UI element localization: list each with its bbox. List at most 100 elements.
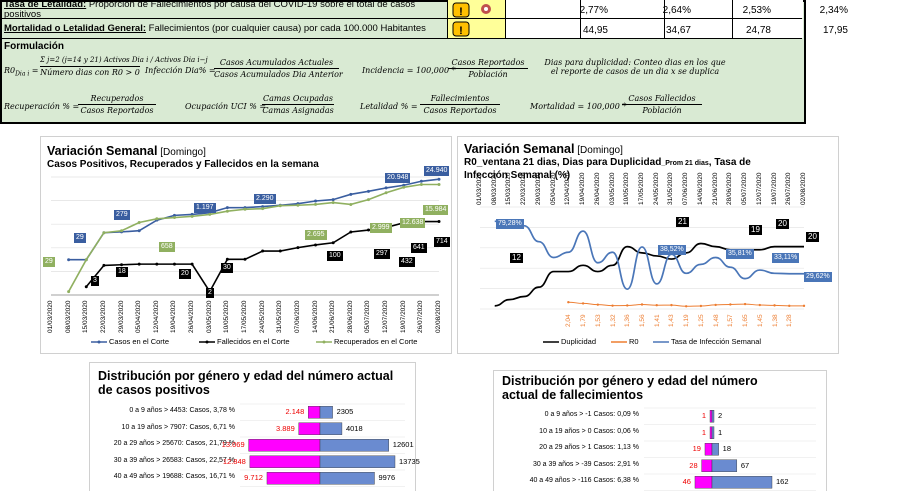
data-point (419, 179, 423, 183)
x-tick-label: 02/08/2020 (800, 172, 807, 205)
table-row: Mortalidad o Letalidad General: Fallecim… (0, 19, 848, 39)
data-point (758, 303, 762, 307)
x-tick-label: 12/04/2020 (564, 172, 572, 205)
r0-data-label: 1,57 (727, 314, 735, 327)
value-label-female: 13.069 (221, 440, 245, 450)
data-label: 432 (399, 257, 415, 267)
data-point (225, 209, 229, 213)
data-label: 29,62% (804, 272, 832, 282)
series-line (494, 220, 804, 291)
mortality-formula-lhs: Mortalidad = 100,000 * (530, 102, 627, 111)
x-tick-label: 24/05/2020 (652, 172, 660, 205)
data-point (67, 290, 71, 294)
r0-data-label: 1,79 (580, 314, 588, 327)
data-point (261, 249, 265, 253)
data-point (349, 202, 353, 206)
r0-formula: Σ j=2 (j=14 y 21) Activos Dia i / Activo… (40, 56, 208, 77)
x-tick-label: 10/05/2020 (223, 300, 231, 333)
value-label-male: 1 (718, 427, 723, 437)
x-tick-label: 17/05/2020 (638, 172, 645, 205)
category-label: 10 a 19 años > 7907: Casos, 6,71 % (121, 423, 235, 431)
data-point (655, 304, 658, 307)
bar-female (694, 476, 713, 489)
data-point (296, 203, 300, 207)
x-tick-label: 26/04/2020 (188, 300, 196, 333)
data-point (366, 198, 370, 202)
data-point (729, 303, 732, 306)
data-label: 641 (411, 243, 427, 253)
x-tick-label: 26/07/2020 (785, 172, 793, 205)
legend-item: Recuperados en el Corte (334, 337, 418, 346)
pyramid-deaths: Distribución por género y edad del númer… (493, 370, 827, 491)
x-tick-label: 07/06/2020 (682, 172, 690, 205)
data-point (670, 303, 673, 307)
data-point (802, 304, 806, 308)
data-point (137, 229, 141, 233)
x-tick-label: 12/04/2020 (152, 300, 160, 333)
x-tick-label: 01/03/2020 (476, 172, 483, 205)
chart-plot (480, 206, 806, 310)
r0-data-label: 1,41 (653, 314, 661, 327)
category-label: 40 a 49 años > -116 Casos: 6,38 % (529, 477, 639, 485)
data-point (155, 217, 159, 221)
data-point (437, 220, 441, 224)
x-tick-label: 22/03/2020 (99, 300, 107, 333)
data-label: 19 (749, 225, 762, 235)
x-tick-label: 12/07/2020 (755, 172, 763, 205)
series-line (494, 242, 804, 307)
data-point (278, 204, 282, 208)
indicator-table: Tasa de Letalidad: Proporción de Falleci… (0, 0, 848, 124)
legend-line-icon (611, 341, 627, 343)
x-tick-label: 31/05/2020 (276, 300, 284, 333)
x-tick-label: 10/05/2020 (623, 172, 631, 205)
x-tick-label: 17/05/2020 (241, 300, 248, 333)
series-line (68, 178, 440, 261)
x-tick-label: 29/03/2020 (117, 300, 125, 333)
data-point (384, 191, 388, 195)
data-point (366, 189, 370, 193)
x-tick-label: 28/06/2020 (726, 172, 734, 205)
data-label: 2.999 (370, 223, 392, 233)
bar-male (319, 406, 333, 419)
legend-item: R0 (629, 337, 639, 346)
value-cell: 2,34% (819, 5, 848, 16)
value-cell: 34,67 (665, 25, 691, 36)
data-label: 38,52% (658, 245, 686, 255)
value-label-female: 9.712 (244, 473, 263, 483)
data-point (419, 183, 423, 187)
value-label-male: 18 (722, 444, 731, 454)
data-point (714, 303, 717, 307)
data-point (120, 229, 124, 233)
uci-formula-lhs: Ocupación UCI % = (185, 102, 267, 111)
data-point (225, 206, 229, 210)
x-tick-label: 05/04/2020 (135, 300, 143, 333)
data-label: 24.940 (424, 166, 450, 176)
r0-data-label: 1,48 (712, 314, 720, 327)
value-label-female: 1 (701, 427, 706, 437)
data-point (67, 258, 71, 262)
value-label-female: 19 (692, 444, 701, 454)
value-label-female: 3.889 (275, 423, 295, 433)
data-point (172, 262, 176, 266)
x-tick-label: 31/05/2020 (667, 172, 675, 205)
data-point (155, 262, 159, 266)
data-label: 30 (221, 263, 233, 273)
row-desc: Fallecimientos (por cualquier causa) por… (148, 23, 426, 34)
data-label: 12 (510, 253, 523, 263)
x-tick-label: 15/03/2020 (82, 300, 90, 333)
bar-male (711, 459, 738, 472)
data-point (314, 199, 318, 203)
data-point (102, 263, 106, 267)
r0-data-label: 1,36 (624, 314, 632, 327)
data-label: 29 (74, 233, 86, 243)
x-tick-label: 21/06/2020 (329, 300, 337, 333)
data-label: 79,28% (496, 219, 524, 229)
data-point (137, 221, 141, 225)
data-point (581, 302, 585, 305)
incidence-formula: Casos Reportados Población (448, 58, 528, 79)
bar-male (319, 472, 375, 485)
pyramid-cases: Distribución por género y edad del númer… (89, 362, 420, 491)
data-label: 12.638 (400, 218, 426, 228)
data-point (773, 304, 776, 307)
data-point (366, 228, 370, 232)
